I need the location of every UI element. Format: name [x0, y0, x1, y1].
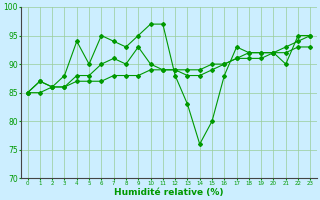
- X-axis label: Humidité relative (%): Humidité relative (%): [114, 188, 224, 197]
